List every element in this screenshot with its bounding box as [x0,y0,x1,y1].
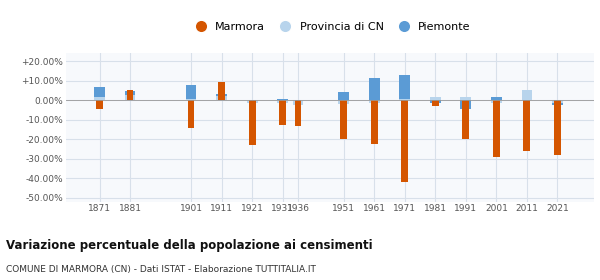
Bar [552,100,563,105]
Bar [96,100,103,109]
Bar [400,99,410,100]
Bar [493,100,500,157]
Bar [338,100,349,104]
Bar [491,100,502,103]
Bar [188,100,194,128]
Bar [460,100,471,109]
Bar [247,100,257,101]
Bar [277,99,288,100]
Bar [432,100,439,106]
Bar [523,100,530,151]
Bar [554,100,561,155]
Text: COMUNE DI MARMORA (CN) - Dati ISTAT - Elaborazione TUTTITALIA.IT: COMUNE DI MARMORA (CN) - Dati ISTAT - El… [6,265,316,274]
Bar [369,78,380,100]
Bar [94,87,105,100]
Bar [277,100,288,103]
Bar [293,100,303,105]
Bar [280,100,286,125]
Bar [217,94,227,100]
Bar [521,90,532,100]
Bar [249,100,256,145]
Bar [247,100,257,103]
Bar [369,100,380,103]
Bar [340,100,347,139]
Bar [125,95,136,100]
Bar [125,91,136,100]
Bar [293,100,303,102]
Bar [491,97,502,100]
Bar [552,100,563,103]
Bar [460,97,471,100]
Bar [400,75,410,100]
Legend: Marmora, Provincia di CN, Piemonte: Marmora, Provincia di CN, Piemonte [185,17,475,36]
Bar [127,90,133,100]
Text: Variazione percentuale della popolazione ai censimenti: Variazione percentuale della popolazione… [6,239,373,252]
Bar [463,100,469,139]
Bar [521,93,532,100]
Bar [217,96,227,100]
Bar [94,97,105,100]
Bar [430,97,440,100]
Bar [295,100,301,127]
Bar [401,100,408,182]
Bar [186,99,196,100]
Bar [430,100,440,103]
Bar [338,92,349,100]
Bar [186,85,196,100]
Bar [371,100,377,144]
Bar [218,81,225,100]
